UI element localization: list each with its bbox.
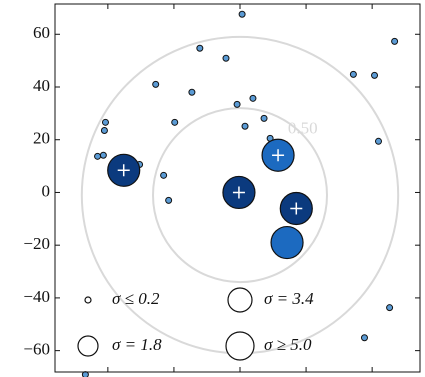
legend-label: σ = 1.8 xyxy=(112,335,162,354)
point xyxy=(152,80,160,88)
y-tick-label: 0 xyxy=(42,181,51,200)
y-tick-label: −60 xyxy=(23,340,50,359)
y-tick-label: −20 xyxy=(23,234,50,253)
point xyxy=(233,100,241,108)
point xyxy=(171,118,179,126)
point xyxy=(249,94,257,102)
point xyxy=(99,151,107,159)
legend-label: σ ≥ 5.0 xyxy=(264,335,312,354)
legend-marker xyxy=(77,335,99,357)
legend-label: σ = 3.4 xyxy=(264,289,314,308)
legend-marker xyxy=(84,296,92,304)
y-tick-label: −40 xyxy=(23,287,50,306)
point xyxy=(391,37,399,45)
contour xyxy=(152,107,329,284)
plus-marker xyxy=(290,202,303,215)
point xyxy=(241,122,249,130)
source-point xyxy=(270,225,304,260)
point xyxy=(360,334,368,342)
y-tick-label: 20 xyxy=(33,129,50,148)
y-tick-label: 40 xyxy=(33,76,50,95)
contour-label: 0.50 xyxy=(288,119,318,138)
plot-frame xyxy=(54,3,421,373)
legend-label: σ ≤ 0.2 xyxy=(112,289,160,308)
point xyxy=(222,54,230,62)
plus-marker xyxy=(272,149,285,162)
point xyxy=(160,171,168,179)
point xyxy=(260,114,268,122)
plus-marker xyxy=(232,186,245,199)
legend-marker xyxy=(225,331,255,361)
point xyxy=(371,71,379,79)
legend-marker xyxy=(227,287,253,313)
point xyxy=(100,127,108,134)
plus-marker xyxy=(117,164,130,177)
point xyxy=(386,304,394,312)
point xyxy=(165,196,173,204)
point xyxy=(349,70,357,78)
point xyxy=(238,10,246,18)
point xyxy=(196,44,204,52)
point xyxy=(94,152,102,160)
point xyxy=(374,137,382,145)
y-tick-label: 60 xyxy=(33,23,50,42)
point xyxy=(101,118,109,126)
point xyxy=(188,88,196,96)
